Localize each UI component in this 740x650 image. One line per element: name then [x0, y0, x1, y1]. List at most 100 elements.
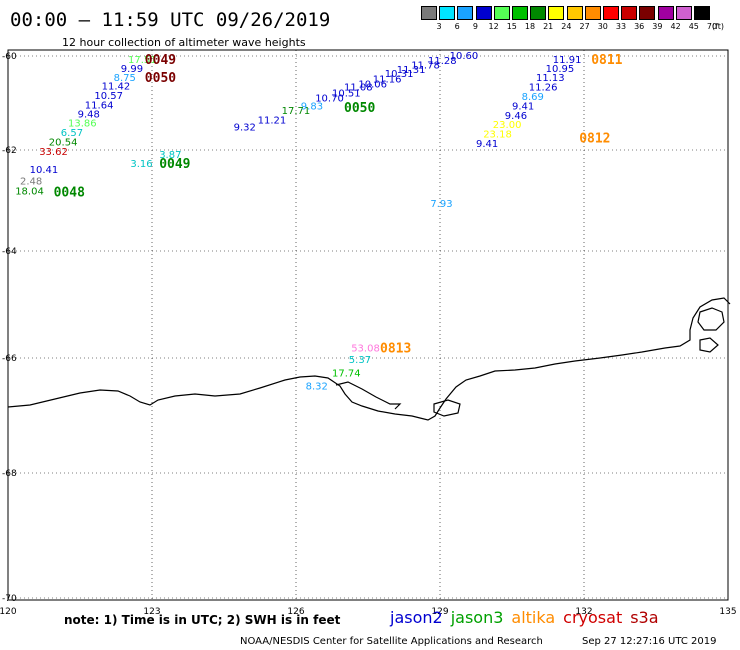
- lat-tick-label: -66: [2, 354, 17, 364]
- legend-color-swatch: [675, 6, 692, 20]
- wave-height-value: 10.57: [94, 91, 123, 102]
- legend-bin-label: 3: [436, 22, 442, 31]
- legend-bin-label: 39: [652, 22, 663, 31]
- map-subtitle: 12 hour collection of altimeter wave hei…: [62, 36, 306, 49]
- legend-color-swatch: [530, 6, 547, 20]
- wave-height-value: 9.48: [78, 109, 100, 120]
- legend-color-swatch: [584, 6, 601, 20]
- wave-height-value: 11.13: [536, 73, 565, 84]
- pass-time-label: 0811: [591, 53, 622, 68]
- footer-credit: NOAA/NESDIS Center for Satellite Applica…: [240, 636, 543, 647]
- wave-height-readings: 17.519.998.7511.4210.5711.649.4813.866.5…: [15, 51, 581, 393]
- wave-height-value: 9.99: [121, 64, 143, 75]
- legend-bin-label: 27: [579, 22, 590, 31]
- wave-height-value: 5.37: [349, 355, 371, 366]
- legend-unit: (ft): [712, 22, 725, 31]
- satellite-legend-jason2: jason2: [390, 608, 443, 627]
- wave-height-value: 10.51: [332, 89, 361, 100]
- lon-tick-label: 135: [719, 607, 736, 617]
- wave-height-value: 23.18: [483, 130, 512, 141]
- legend-color-swatch: [457, 6, 474, 20]
- legend-bin-label: 18: [524, 22, 536, 31]
- wave-height-value: 11.91: [553, 55, 582, 66]
- wave-height-value: 11.64: [85, 100, 114, 111]
- wave-height-value: 9.41: [476, 139, 498, 150]
- pass-time-label: 0813: [380, 341, 411, 356]
- legend-bin-label: 42: [670, 22, 681, 31]
- wave-height-value: 9.46: [505, 111, 527, 122]
- lon-tick-label: 120: [0, 607, 17, 617]
- wave-height-value: 33.62: [39, 147, 68, 158]
- satellite-legend-cryosat: cryosat: [563, 608, 623, 627]
- wave-height-value: 13.86: [68, 119, 97, 130]
- legend-bin-label: 36: [634, 22, 645, 31]
- wave-height-value: 8.69: [522, 92, 544, 103]
- lon-tick-label: 126: [287, 607, 304, 617]
- legend-bin-label: 70: [706, 22, 718, 31]
- lon-tick-label: 129: [431, 607, 448, 617]
- wave-height-value: 9.32: [234, 123, 256, 134]
- legend-color-swatch: [603, 6, 619, 20]
- map-title: 00:00 – 11:59 UTC 09/26/2019: [10, 9, 330, 31]
- axis-tick-labels: 120 123 126 129 132 135 -60 -62 -64 -66 -68 -70: [0, 52, 737, 617]
- wave-height-value: 53.08: [351, 343, 380, 354]
- legend-bin-label: 24: [561, 22, 572, 31]
- wave-height-value: 10.60: [450, 51, 479, 62]
- wave-height-value: 11.31: [397, 65, 426, 76]
- wave-height-value: 2.48: [20, 176, 42, 187]
- lat-tick-label: -62: [2, 146, 17, 156]
- pass-time-label: 0050: [145, 71, 176, 86]
- legend-color-swatch: [548, 6, 565, 20]
- wave-height-value: 10.70: [315, 93, 344, 104]
- wave-height-value: 9.83: [301, 101, 323, 112]
- antarctic-coastline: [7, 297, 731, 421]
- wave-height-value: 10.31: [385, 69, 414, 80]
- legend-color-swatch: [421, 6, 437, 20]
- legend-bin-label: 33: [615, 22, 627, 31]
- lat-tick-label: -64: [2, 247, 17, 257]
- graticule: [8, 50, 728, 600]
- legend-bin-label: 45: [688, 22, 699, 31]
- wave-height-value: 20.54: [49, 138, 78, 149]
- wave-height-value: 10.95: [546, 64, 575, 75]
- wave-height-value: 3.87: [159, 150, 181, 161]
- satellite-legend: jason2 jason3 altika cryosat s3a: [390, 608, 667, 627]
- wave-height-value: 7.93: [430, 199, 452, 210]
- wave-height-value: 8.75: [114, 73, 136, 84]
- legend-color-swatch: [566, 6, 583, 20]
- wave-height-value: 11.16: [373, 75, 402, 86]
- legend-color-swatch: [512, 6, 528, 20]
- pass-time-labels: 0049 0050 0049 0048 0050 0811 0812 0813: [54, 53, 623, 356]
- legend-color-swatch: [657, 6, 674, 20]
- pass-time-label: 0048: [54, 185, 85, 200]
- satellite-legend-s3a: s3a: [630, 608, 659, 627]
- pass-time-label: 0812: [579, 131, 610, 146]
- lat-tick-label: -70: [2, 594, 17, 604]
- wave-height-value: 10.06: [358, 79, 387, 90]
- legend-color-swatch: [439, 6, 456, 20]
- wave-height-value: 17.71: [282, 106, 311, 117]
- legend-color-swatch: [475, 6, 492, 20]
- wave-height-value: 6.57: [61, 128, 83, 139]
- wave-height-value: 11.42: [102, 82, 131, 93]
- legend-color-swatch: [639, 6, 656, 20]
- wave-height-value: 23.00: [493, 120, 522, 131]
- legend-bin-label: 30: [597, 22, 608, 31]
- lat-tick-label: -60: [2, 52, 17, 62]
- wave-height-value: 8.32: [306, 382, 328, 393]
- pass-time-label: 0049: [145, 53, 176, 68]
- wave-height-value: 11.21: [258, 115, 287, 126]
- wave-height-value: 17.51: [128, 55, 157, 66]
- wave-height-value: 10.41: [30, 165, 59, 176]
- footer-timestamp: Sep 27 12:27:16 UTC 2019: [582, 636, 717, 647]
- wave-height-value: 18.04: [15, 186, 44, 197]
- legend-bin-label: 15: [506, 22, 517, 31]
- footer-note: note: 1) Time is in UTC; 2) SWH is in fe…: [64, 613, 341, 627]
- legend-color-swatch: [694, 6, 710, 20]
- legend-bin-label: 21: [543, 22, 554, 31]
- legend-bin-label: 12: [488, 22, 499, 31]
- pass-time-label: 0049: [159, 157, 190, 172]
- lat-tick-label: -68: [2, 469, 17, 479]
- wave-height-value: 11.26: [529, 83, 558, 94]
